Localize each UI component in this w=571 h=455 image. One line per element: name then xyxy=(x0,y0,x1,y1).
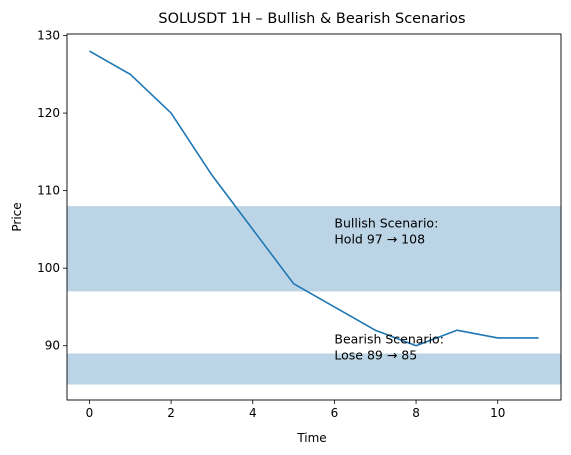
x-tick-label: 6 xyxy=(331,406,339,420)
scenario-band-1 xyxy=(67,206,561,292)
annotation-1-line-1: Bullish Scenario: xyxy=(334,215,438,230)
x-tick-label: 10 xyxy=(490,406,505,420)
annotation-2-line-1: Bearish Scenario: xyxy=(334,332,444,347)
annotation-1-line-2: Hold 97 → 108 xyxy=(334,231,425,246)
series-layer xyxy=(89,50,539,347)
x-tick-label: 0 xyxy=(86,406,94,420)
y-tick-label: 110 xyxy=(37,184,60,198)
plot-area-frame xyxy=(66,33,562,401)
y-tick-label: 100 xyxy=(37,261,60,275)
price-series-line xyxy=(89,50,539,347)
annotation-2-line-2: Lose 89 → 85 xyxy=(334,348,417,363)
x-tick-label: 2 xyxy=(167,406,175,420)
y-tick-label: 120 xyxy=(37,106,60,120)
y-axis-ticks: 90 100 110 120 130 xyxy=(37,29,67,353)
y-axis-label: Price xyxy=(10,202,24,231)
chart-title: SOLUSDT 1H – Bullish & Bearish Scenarios xyxy=(158,11,465,27)
bands-layer xyxy=(67,206,561,385)
y-tick-label: 90 xyxy=(45,339,60,353)
scenario-band-2 xyxy=(67,353,561,385)
x-axis-label: Time xyxy=(296,431,326,445)
x-tick-label: 4 xyxy=(249,406,257,420)
x-tick-label: 8 xyxy=(412,406,420,420)
y-tick-label: 130 xyxy=(37,29,60,43)
annotation-layer: Bullish Scenario:Hold 97 → 108 Bearish Sc… xyxy=(334,215,444,362)
x-axis-ticks: 0 2 4 6 8 10 xyxy=(86,400,505,420)
